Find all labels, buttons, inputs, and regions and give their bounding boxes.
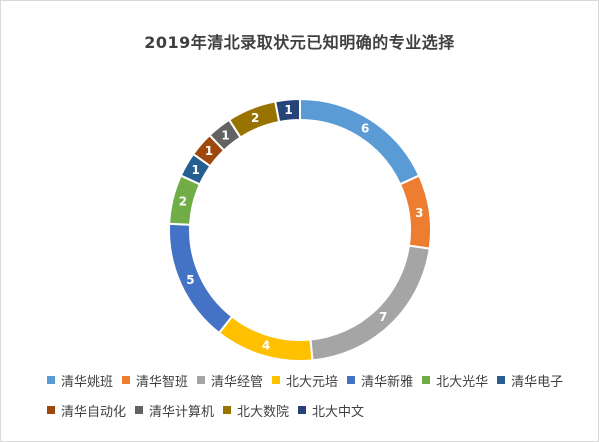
- slice-value-label: 7: [379, 310, 387, 324]
- slice-value-label: 1: [221, 128, 229, 142]
- legend-swatch: [122, 376, 131, 384]
- legend-item: 北大元培: [272, 371, 339, 390]
- slice-value-label: 3: [415, 206, 423, 220]
- donut-slice: [309, 244, 431, 362]
- legend-item: 清华自动化: [47, 401, 127, 420]
- legend-label: 北大元培: [286, 374, 339, 390]
- legend-label: 清华计算机: [149, 404, 215, 420]
- legend-swatch: [272, 376, 281, 384]
- legend-swatch: [135, 406, 144, 414]
- slice-value-label: 2: [251, 111, 259, 125]
- legend-swatch: [223, 406, 232, 414]
- legend-item: 清华新雅: [347, 371, 414, 390]
- legend-item: 清华电子: [497, 371, 564, 390]
- legend-item: 北大中文: [298, 401, 365, 420]
- legend-swatch: [197, 376, 206, 384]
- slice-value-label: 1: [284, 103, 292, 117]
- legend-label: 北大数院: [237, 404, 290, 420]
- slice-value-label: 5: [186, 273, 194, 287]
- legend-label: 清华新雅: [361, 374, 414, 390]
- legend-swatch: [422, 376, 431, 384]
- legend-swatch: [497, 376, 506, 384]
- donut-slice: [168, 222, 234, 335]
- legend-item: 北大光华: [422, 371, 489, 390]
- slice-value-label: 4: [262, 339, 270, 353]
- legend-swatch: [347, 376, 356, 384]
- legend-swatch: [47, 376, 55, 384]
- donut-slice: [299, 97, 421, 186]
- legend-item: 清华智班: [122, 371, 189, 390]
- chart-title: 2019年清北录取状元已知明确的专业选择: [144, 33, 455, 52]
- slice-value-label: 6: [361, 122, 369, 136]
- legend-label: 清华自动化: [61, 404, 127, 420]
- legend-swatch: [47, 406, 55, 414]
- legend-label: 清华电子: [511, 374, 564, 390]
- legend-item: 清华经管: [197, 371, 264, 390]
- legend-label: 北大光华: [436, 374, 489, 390]
- slice-value-label: 1: [205, 144, 213, 158]
- slice-value-label: 1: [191, 163, 199, 177]
- legend-label: 北大中文: [312, 404, 365, 420]
- chart-legend: 清华姚班 清华智班 清华经管 北大元培 清华新雅 北大光华 清华电子清华自动化 清华计算机 北大…: [47, 371, 587, 420]
- donut-slice: [274, 97, 301, 124]
- legend-label: 清华经管: [211, 374, 264, 390]
- legend-label: 清华智班: [136, 374, 189, 390]
- legend-swatch: [298, 406, 307, 414]
- legend-item: 清华计算机: [135, 401, 215, 420]
- legend-item: 北大数院: [223, 401, 290, 420]
- slice-value-label: 2: [179, 195, 187, 209]
- legend-item: 清华姚班: [47, 371, 114, 390]
- legend-label: 清华姚班: [61, 374, 114, 390]
